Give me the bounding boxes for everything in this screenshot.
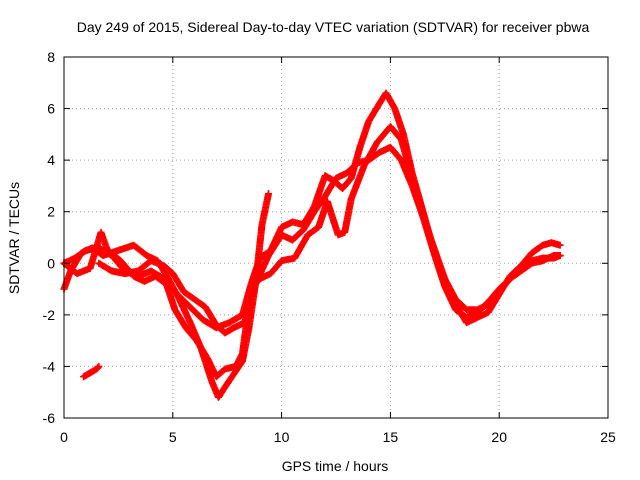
- data-point: [265, 190, 273, 198]
- data-points: [60, 89, 564, 401]
- x-tick-label: 5: [169, 429, 177, 445]
- x-tick-label: 10: [274, 429, 290, 445]
- y-tick-label: -4: [43, 358, 56, 374]
- x-tick-label: 25: [600, 429, 616, 445]
- x-axis-label: GPS time / hours: [282, 458, 389, 474]
- x-axis: 0 5 10 15 20 25: [60, 57, 616, 445]
- x-tick-label: 20: [491, 429, 507, 445]
- x-tick-label: 0: [60, 429, 68, 445]
- data-point: [95, 362, 103, 370]
- y-tick-label: 8: [47, 49, 55, 65]
- y-axis-label: SDTVAR / TECUs: [6, 182, 22, 294]
- chart-title: Day 249 of 2015, Sidereal Day-to-day VTE…: [77, 19, 590, 35]
- y-axis: -6 -4 -2 0 2 4 6 8: [43, 49, 608, 426]
- y-tick-label: 6: [47, 101, 55, 117]
- y-tick-label: 4: [47, 152, 55, 168]
- y-tick-label: 2: [47, 204, 55, 220]
- y-tick-label: -2: [43, 307, 56, 323]
- data-point: [556, 252, 564, 260]
- y-tick-label: -6: [43, 410, 56, 426]
- x-tick-label: 15: [383, 429, 399, 445]
- grid: [64, 57, 608, 418]
- data-point: [556, 241, 564, 249]
- y-tick-label: 0: [47, 255, 55, 271]
- plot-frame: [63, 56, 609, 419]
